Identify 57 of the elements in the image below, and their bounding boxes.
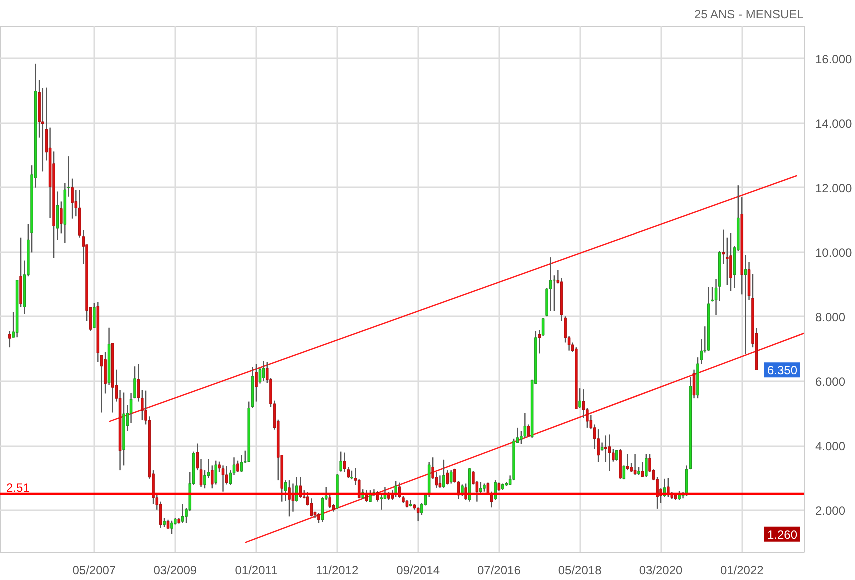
candlestick xyxy=(722,229,726,265)
candlestick xyxy=(645,454,648,478)
chart-subtitle: 25 ANS - MENSUEL xyxy=(694,8,804,22)
candlestick xyxy=(450,470,453,484)
x-tick-label: 09/2014 xyxy=(396,564,440,578)
y-tick-label: 4.000 xyxy=(816,440,846,454)
candlestick xyxy=(730,232,732,292)
candlestick xyxy=(240,454,244,474)
ref-line-label: 2.51 xyxy=(6,481,30,496)
annotation: 6.350 xyxy=(767,364,798,378)
x-tick-label: 01/2011 xyxy=(235,564,278,578)
candlestick xyxy=(527,424,530,438)
candlestick xyxy=(634,454,637,476)
x-tick-label: 11/2012 xyxy=(316,564,360,578)
candlestick xyxy=(236,460,240,474)
y-tick-label: 16.000 xyxy=(816,52,853,66)
candlestick xyxy=(553,275,556,312)
candlestick xyxy=(210,465,214,490)
candlestick xyxy=(93,302,96,328)
candlestick xyxy=(181,503,184,524)
candlestick xyxy=(608,434,612,472)
candlestick xyxy=(318,512,320,524)
y-tick-label: 8.000 xyxy=(816,310,846,324)
y-tick-label: 6.000 xyxy=(816,374,846,389)
candlestick xyxy=(159,501,162,529)
x-tick-label: 05/2018 xyxy=(558,564,602,578)
candlestick xyxy=(604,435,608,464)
candlestick xyxy=(641,462,644,478)
candlestick xyxy=(222,465,225,492)
candlestick xyxy=(262,360,266,382)
candlestick xyxy=(480,482,482,494)
candlestick xyxy=(310,498,314,518)
candlestick xyxy=(416,507,420,522)
candlestick xyxy=(170,520,174,536)
candlestick xyxy=(726,237,729,286)
y-tick-label: 10.000 xyxy=(816,246,853,260)
x-tick-label: 03/2009 xyxy=(154,564,198,578)
x-tick-label: 01/2022 xyxy=(720,564,764,578)
candlestick xyxy=(626,454,630,472)
y-tick-label: 14.000 xyxy=(816,116,853,131)
annotation: 1.260 xyxy=(767,528,798,542)
x-tick-label: 03/2020 xyxy=(639,564,684,578)
candlestick xyxy=(438,475,442,489)
candlestick xyxy=(597,428,600,464)
candlestick xyxy=(163,518,166,528)
candlestick xyxy=(8,330,12,348)
candlestick xyxy=(340,451,343,472)
candlestick xyxy=(214,460,218,486)
candlestick xyxy=(60,201,63,234)
y-tick-label: 2.000 xyxy=(816,504,846,518)
candlestick xyxy=(744,254,748,355)
y-tick-label: 12.000 xyxy=(816,181,853,196)
x-tick-label: 05/2007 xyxy=(72,564,116,578)
candlestick xyxy=(321,496,324,523)
candlestick xyxy=(549,256,552,312)
candlestick xyxy=(442,459,446,489)
x-tick-label: 07/2016 xyxy=(478,564,522,578)
